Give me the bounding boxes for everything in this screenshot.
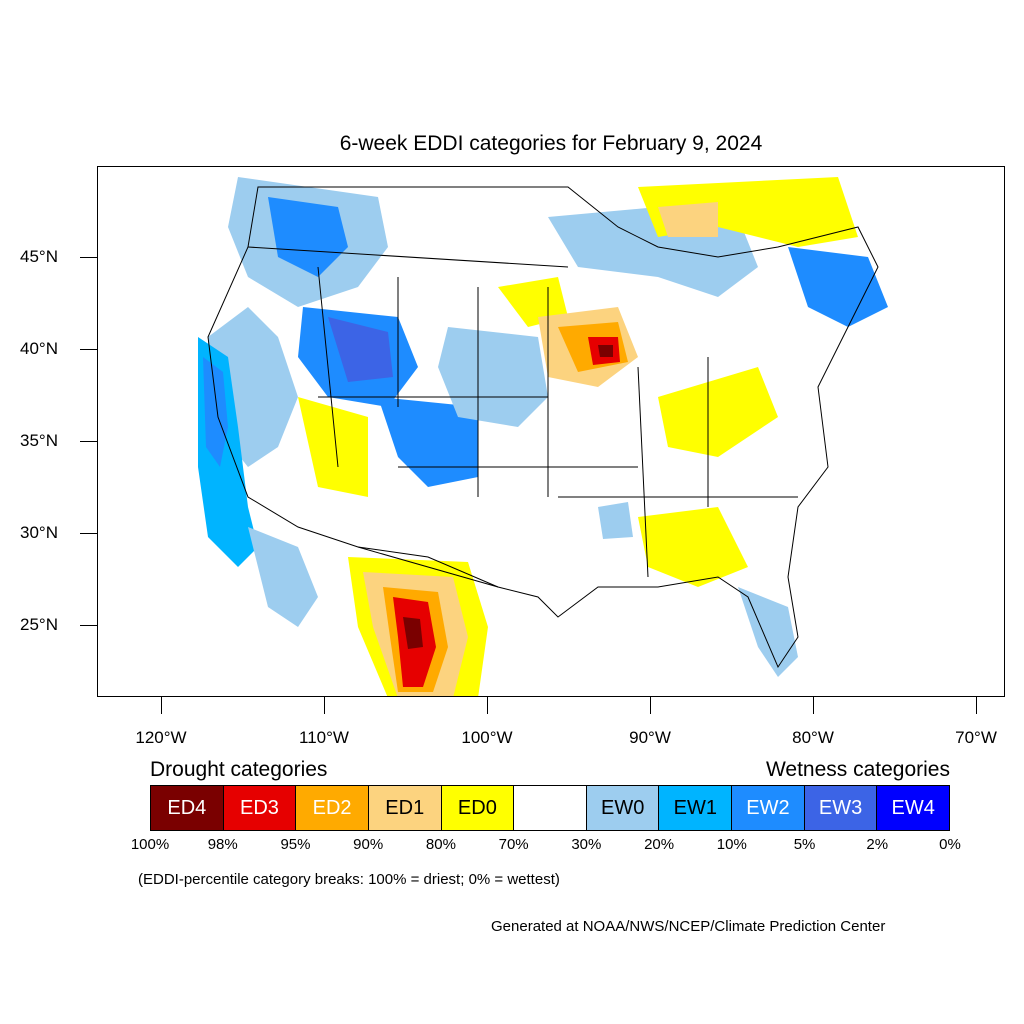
legend-swatch-ed3: ED3 (223, 786, 297, 830)
lon-label: 80°W (792, 728, 834, 747)
drought-heading: Drought categories (150, 758, 328, 781)
legend-swatch-ed2: ED2 (296, 786, 369, 830)
lon-tick (487, 697, 488, 714)
lat-label: 40°N (20, 339, 58, 358)
percentile-label: 10% (716, 836, 747, 853)
category-note: (EDDI-percentile category breaks: 100% =… (138, 871, 560, 888)
percentile-label: 95% (280, 836, 311, 853)
wet-area-colorado (378, 397, 478, 487)
eddi-map (198, 177, 888, 696)
lon-label: 110°W (299, 728, 349, 747)
lon-label: 70°W (955, 728, 997, 747)
interior-state-lines (317, 266, 798, 578)
us-outline (207, 186, 879, 669)
percentile-label: 80% (425, 836, 456, 853)
wet-area-arkansas (598, 502, 633, 539)
lat-label: 35°N (20, 431, 58, 450)
lat-tick (80, 533, 97, 534)
legend-swatch-ew2: EW2 (732, 786, 805, 830)
wet-area-baja (248, 527, 318, 627)
percentile-label: 5% (793, 836, 816, 853)
lat-tick (80, 625, 97, 626)
dry-area-mexico-extreme (403, 617, 423, 649)
lat-label: 30°N (20, 523, 58, 542)
drought-areas (298, 177, 858, 696)
category-legend-bar: ED4 ED3 ED2 ED1 ED0 EW0 EW1 EW2 EW3 EW4 (150, 785, 950, 831)
percentile-label: 70% (498, 836, 529, 853)
lon-tick (324, 697, 325, 714)
lat-tick (80, 257, 97, 258)
wet-area-pacific-coast-core (203, 357, 228, 467)
lat-tick (80, 349, 97, 350)
wet-area-plains-north (438, 327, 548, 427)
lon-label: 100°W (461, 728, 513, 747)
legend-swatch-ed0: ED0 (441, 786, 515, 830)
legend-swatch-ed1: ED1 (368, 786, 442, 830)
wet-area-wyoming (328, 317, 393, 382)
percentile-label: 100% (130, 836, 170, 853)
wet-area-new-england (788, 247, 888, 327)
percentile-label: 98% (207, 836, 238, 853)
legend-swatch-neutral (514, 786, 587, 830)
map-panel (97, 166, 1005, 697)
percentile-label: 30% (571, 836, 602, 853)
percentile-label: 20% (644, 836, 675, 853)
lon-tick (976, 697, 977, 714)
legend-swatch-ew4: EW4 (877, 786, 950, 830)
wetness-areas (198, 177, 888, 677)
lon-label: 120°W (135, 728, 187, 747)
legend-swatch-ew0: EW0 (586, 786, 660, 830)
legend-swatch-ew1: EW1 (659, 786, 733, 830)
percentile-label: 2% (866, 836, 889, 853)
lat-label: 45°N (20, 247, 58, 266)
wet-area-florida (738, 587, 798, 677)
lat-label: 25°N (20, 615, 58, 634)
lat-tick (80, 441, 97, 442)
dry-area-ohio-valley (658, 367, 778, 457)
dry-area-four-corners (298, 397, 368, 497)
dry-area-ontario-core (658, 202, 718, 237)
wet-area-idaho-montana (268, 197, 348, 277)
legend-swatch-ed4: ED4 (151, 786, 224, 830)
canada-mexico-border (247, 246, 569, 588)
dry-area-wisconsin-peak (598, 345, 613, 357)
wetness-heading: Wetness categories (765, 758, 950, 781)
lon-tick (650, 697, 651, 714)
lon-tick (161, 697, 162, 714)
credit-line: Generated at NOAA/NWS/NCEP/Climate Predi… (491, 918, 886, 935)
lon-tick (813, 697, 814, 714)
lon-label: 90°W (629, 728, 671, 747)
percentile-label: 90% (353, 836, 384, 853)
dry-area-southeast (638, 507, 748, 587)
dry-area-north-plains (498, 277, 568, 327)
percentile-label: 0% (939, 836, 961, 853)
state-boundaries (207, 186, 879, 669)
map-title: 6-week EDDI categories for February 9, 2… (339, 132, 763, 155)
legend-swatch-ew3: EW3 (804, 786, 878, 830)
